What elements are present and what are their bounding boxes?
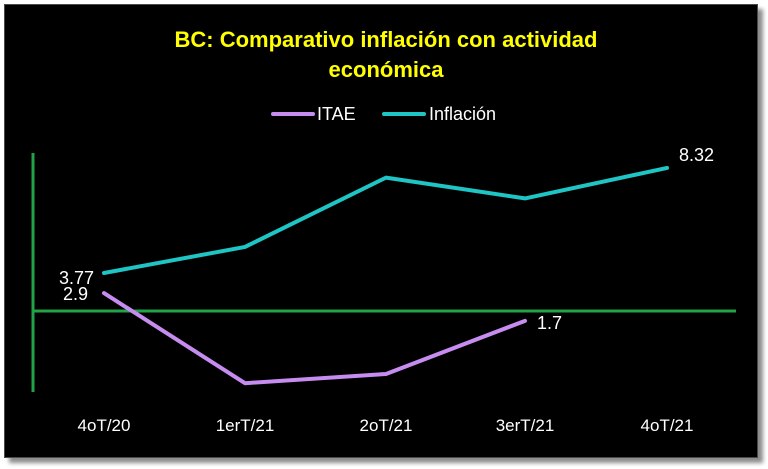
data-label: 8.32 — [679, 145, 714, 165]
chart-frame: BC: Comparativo inflación con actividad … — [4, 4, 758, 458]
chart-title-line-1: BC: Comparativo inflación con actividad — [175, 27, 598, 52]
data-label: 1.7 — [537, 313, 562, 333]
data-label: 2.9 — [63, 284, 88, 304]
series-line-itae — [102, 291, 527, 386]
x-tick-label: 4oT/20 — [78, 416, 131, 435]
legend-label-itae: ITAE — [317, 104, 356, 124]
line-chart: BC: Comparativo inflación con actividad … — [31, 27, 736, 435]
x-tick-labels: 4oT/20 1erT/21 2oT/21 3erT/21 4oT/21 — [78, 416, 694, 435]
series-line-inflaci-n — [102, 165, 669, 276]
x-tick-label: 3erT/21 — [496, 416, 555, 435]
data-label: 3.77 — [59, 268, 94, 288]
chart-title-line-2: económica — [329, 57, 445, 82]
legend: ITAE Inflación — [271, 104, 496, 124]
x-tick-label: 1erT/21 — [216, 416, 275, 435]
x-tick-label: 2oT/21 — [360, 416, 413, 435]
x-tick-label: 4oT/21 — [641, 416, 694, 435]
series-lines — [102, 165, 669, 386]
data-labels: 2.9 1.7 3.77 8.32 — [59, 145, 714, 333]
legend-label-inflacion: Inflación — [429, 104, 496, 124]
